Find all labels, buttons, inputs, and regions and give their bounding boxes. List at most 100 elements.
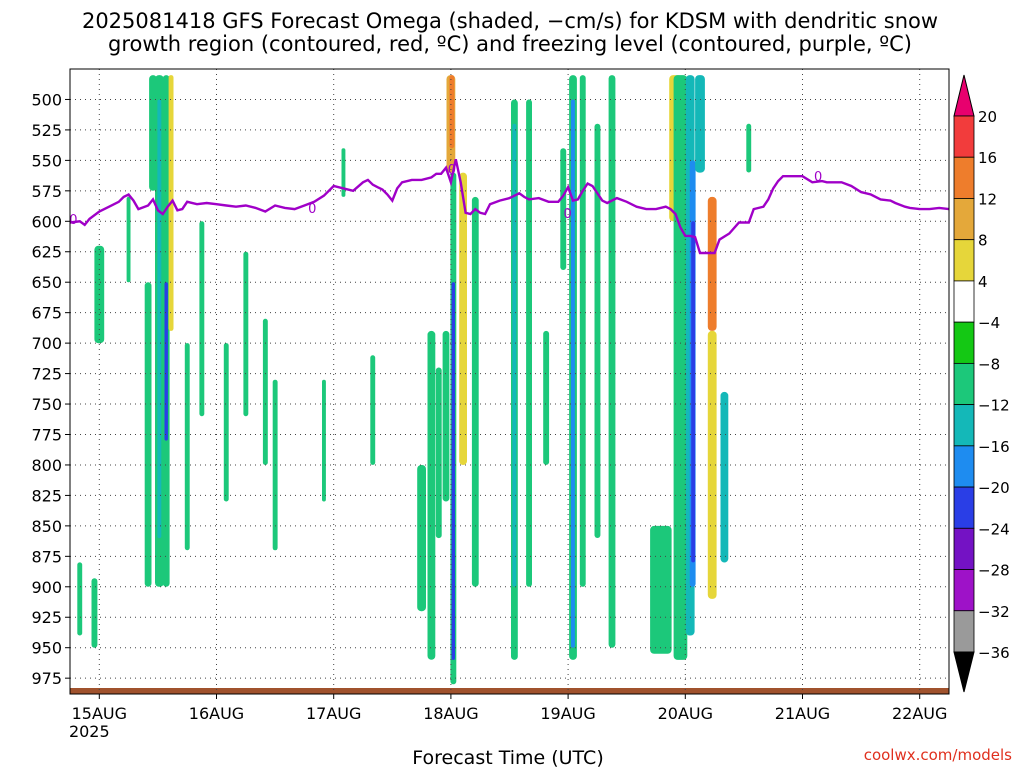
colorbar-top-arrow [953,74,975,117]
omega-band-39 [608,75,616,648]
chart-title-line-2: growth region (contoured, red, ºC) and f… [108,32,912,56]
x-tick-label-16AUG: 16AUG [189,704,244,723]
omega-band-29 [471,196,479,587]
y-axis-pressure-labels: 500 525 550 575 600 625 650 675 700 725 750 775 800 8… [31,90,70,688]
colorbar-tick-7: −12 [978,397,1010,415]
omega-band-42 [673,75,688,660]
x-tick-label-18AUG: 18AUG [423,704,478,723]
y-tick-label-650: 650 [31,273,62,292]
colorbar-tick-3: 8 [978,232,988,250]
colorbar-box-7 [953,404,975,447]
omega-band-32 [526,99,532,587]
omega-band-21 [427,330,436,660]
x-tick-label-17AUG: 17AUG [306,704,361,723]
omega-band-33 [543,330,550,465]
omega-band-47 [707,196,717,331]
colorbar-box-9 [953,486,975,529]
omega-band-45 [691,221,696,563]
colorbar-box-6 [953,362,975,406]
omega-band-38 [594,123,601,539]
omega-band-15 [262,318,268,465]
y-tick-label-525: 525 [31,121,62,140]
y-tick-label-775: 775 [31,425,62,444]
colorbar-box-8 [953,445,975,488]
omega-band-19 [370,355,376,465]
omega-band-46 [695,75,705,173]
colorbar-box-0 [953,115,975,158]
omega-band-48 [707,330,717,599]
colorbar-bottom-arrow [953,651,975,693]
omega-band-22 [435,367,442,539]
y-tick-label-975: 975 [31,669,62,688]
colorbar-tick-9: −20 [978,479,1010,497]
y-tick-label-750: 750 [31,395,62,414]
x-tick-label-22AUG: 22AUG [892,704,947,723]
omega-band-36 [571,99,575,648]
omega-band-12 [199,221,205,417]
colorbar-tick-10: −24 [978,520,1010,538]
colorbar-tick-2: 12 [978,190,997,208]
colorbar-tick-12: −32 [978,603,1010,621]
omega-band-18 [341,148,346,197]
y-tick-label-800: 800 [31,456,62,475]
colorbar-box-11 [953,569,975,612]
omega-band-11 [184,343,190,551]
omega-band-13 [223,343,229,502]
omega-band-1 [91,578,98,648]
colorbar-box-2 [953,198,975,241]
x-tick-label-20AUG: 20AUG [658,704,713,723]
omega-band-2 [77,562,83,636]
colorbar-tick-0: 20 [978,108,997,126]
colorbar-tick-6: −8 [978,355,1000,373]
y-tick-label-575: 575 [31,182,62,201]
colorbar-box-10 [953,527,975,570]
x-tick-label-19AUG: 19AUG [540,704,595,723]
y-tick-label-875: 875 [31,547,62,566]
omega-band-25 [449,75,455,149]
colorbar-tick-4: 4 [978,273,988,291]
y-tick-label-725: 725 [31,365,62,384]
omega-band-51 [734,123,744,222]
x-axis-title: Forecast Time (UTC) [412,747,603,768]
omega-band-8 [164,282,168,441]
omega-band-54 [940,166,948,234]
omega-band-49 [720,391,729,563]
y-tick-label-825: 825 [31,486,62,505]
omega-band-40 [650,525,672,654]
omega-band-27 [451,282,455,660]
credit-link[interactable]: coolwx.com/models [864,746,1012,764]
y-tick-label-900: 900 [31,578,62,597]
colorbar-box-4 [953,280,975,323]
omega-band-34 [560,148,567,270]
x-tick-label-15AUG: 15AUG [72,704,127,723]
omega-band-4 [149,75,157,191]
omega-colorbar: 20 16 12 8 4 −4 −8 −12 −16 −20 −24 −28 −32 −36 [953,74,1010,693]
omega-band-10 [144,282,152,587]
y-tick-label-675: 675 [31,304,62,323]
freezing-level-label-1: 0 [308,202,316,217]
terrain-strip [70,688,949,694]
colorbar-tick-8: −16 [978,438,1010,456]
y-tick-label-700: 700 [31,334,62,353]
chart-title-line-1: 2025081418 GFS Forecast Omega (shaded, −… [82,9,938,33]
freezing-level-label-3: 0 [563,207,571,222]
colorbar-tick-11: −28 [978,562,1010,580]
omega-band-50 [724,99,735,173]
y-tick-label-850: 850 [31,517,62,536]
freezing-level-line [70,158,949,255]
colorbar-tick-5: −4 [978,314,1000,332]
y-tick-label-950: 950 [31,639,62,658]
y-tick-label-550: 550 [31,151,62,170]
y-tick-label-500: 500 [31,90,62,109]
omega-band-17 [322,379,326,502]
colorbar-box-12 [953,610,975,653]
omega-band-3 [126,196,131,283]
colorbar-box-3 [953,239,975,282]
grid-lines [70,69,949,694]
freezing-level-label-4: 0 [814,170,822,185]
colorbar-tick-1: 16 [978,149,997,167]
plot-frame [69,68,950,695]
